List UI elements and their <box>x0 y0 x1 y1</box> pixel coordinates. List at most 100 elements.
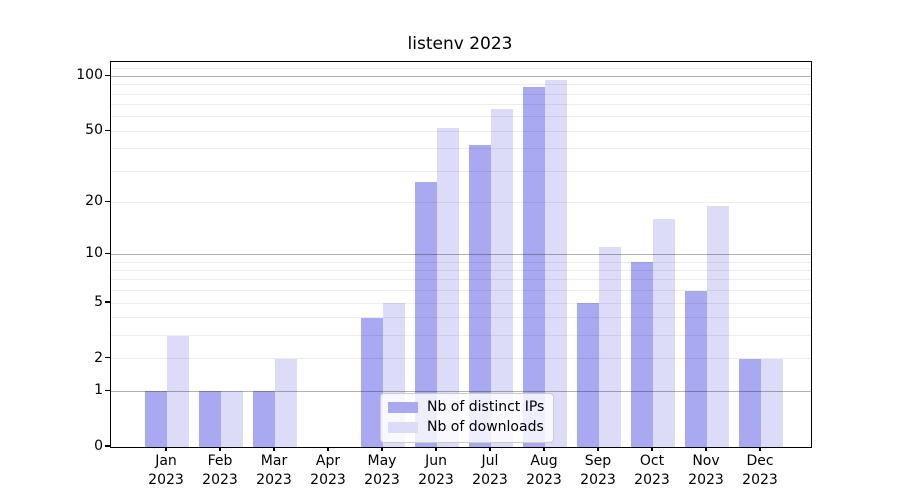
x-tick-mark-sep <box>597 447 599 451</box>
x-label-month: Feb <box>207 453 233 469</box>
x-label-month: May <box>367 453 397 469</box>
x-tick-mark-jun <box>435 447 437 451</box>
x-label-oct: Oct 2023 <box>617 452 687 490</box>
x-label-month: Apr <box>315 453 341 469</box>
gridline-minor-30 <box>111 170 811 172</box>
gridline-major-10 <box>111 253 811 255</box>
x-label-month: Dec <box>746 453 774 469</box>
bar-downloads-jun <box>437 128 459 447</box>
y-tick-mark-2 <box>105 357 110 359</box>
bar-downloads-sep <box>599 247 621 447</box>
bar-downloads-jan <box>167 335 189 447</box>
x-label-month: Jun <box>425 453 447 469</box>
bar-distinct-ips-aug <box>523 87 545 447</box>
x-label-apr: Apr 2023 <box>293 452 363 490</box>
y-tick-label-5: 5 <box>94 294 103 311</box>
chart-title: listenv 2023 <box>407 34 513 54</box>
y-tick-mark-0 <box>105 445 110 447</box>
x-label-year: 2023 <box>310 472 346 488</box>
x-label-jun: Jun 2023 <box>401 452 471 490</box>
gridline-minor-8 <box>111 270 811 272</box>
gridline-minor-3 <box>111 335 811 337</box>
x-label-sep: Sep 2023 <box>563 452 633 490</box>
y-tick-label-50: 50 <box>85 122 103 139</box>
x-label-month: Mar <box>260 453 288 469</box>
bar-distinct-ips-feb <box>199 391 221 447</box>
x-label-month: Jan <box>155 453 177 469</box>
bar-distinct-ips-mar <box>253 391 275 447</box>
x-label-year: 2023 <box>526 472 562 488</box>
y-tick-label-100: 100 <box>76 67 103 84</box>
gridline-minor-40 <box>111 148 811 150</box>
gridline-minor-90 <box>111 84 811 86</box>
x-label-year: 2023 <box>634 472 670 488</box>
legend-swatch-downloads <box>388 422 418 433</box>
bar-distinct-ips-nov <box>685 290 707 447</box>
bar-downloads-aug <box>545 79 567 447</box>
gridline-minor-60 <box>111 116 811 118</box>
bar-distinct-ips-jul <box>469 144 491 447</box>
y-tick-label-20: 20 <box>85 193 103 210</box>
gridline-minor-80 <box>111 93 811 95</box>
y-tick-mark-20 <box>105 200 110 203</box>
bar-downloads-feb <box>221 391 243 447</box>
x-label-month: Nov <box>692 453 720 469</box>
x-label-nov: Nov 2023 <box>671 452 741 490</box>
bar-distinct-ips-may <box>361 317 383 447</box>
x-tick-mark-jul <box>489 447 491 451</box>
legend-label-distinct-ips: Nb of distinct IPs <box>427 399 545 415</box>
y-tick-label-1: 1 <box>94 382 103 399</box>
x-tick-mark-jan <box>165 447 167 451</box>
bar-distinct-ips-oct <box>631 262 653 447</box>
bar-downloads-oct <box>653 219 675 447</box>
x-label-year: 2023 <box>418 472 454 488</box>
bar-downloads-mar <box>275 358 297 447</box>
bar-distinct-ips-jan <box>145 391 167 447</box>
bar-distinct-ips-sep <box>577 303 599 447</box>
gridline-minor-110 <box>111 68 811 70</box>
x-label-year: 2023 <box>256 472 292 488</box>
x-label-year: 2023 <box>472 472 508 488</box>
y-tick-label-0: 0 <box>94 438 103 454</box>
x-tick-mark-aug <box>543 447 545 451</box>
gridline-major-1 <box>111 390 811 392</box>
x-label-jul: Jul 2023 <box>455 452 525 490</box>
x-label-year: 2023 <box>742 472 778 488</box>
gridline-major-100 <box>111 75 811 77</box>
bar-downloads-dec <box>761 358 783 447</box>
x-tick-mark-oct <box>651 447 653 451</box>
gridline-minor-4 <box>111 317 811 319</box>
gridline-minor-9 <box>111 261 811 263</box>
plot-area: Nb of distinct IPs Nb of downloads <box>110 61 812 448</box>
y-tick-label-10: 10 <box>85 245 103 262</box>
x-label-dec: Dec 2023 <box>725 452 795 490</box>
x-tick-mark-apr <box>327 447 329 451</box>
gridline-minor-50 <box>111 130 811 132</box>
x-label-feb: Feb 2023 <box>185 452 255 490</box>
bar-downloads-nov <box>707 206 729 447</box>
x-label-aug: Aug 2023 <box>509 452 579 490</box>
x-label-year: 2023 <box>364 472 400 488</box>
legend: Nb of distinct IPs Nb of downloads <box>380 393 555 443</box>
x-label-may: May 2023 <box>347 452 417 490</box>
gridline-minor-2 <box>111 358 811 360</box>
gridline-minor-70 <box>111 104 811 106</box>
legend-swatch-distinct-ips <box>388 402 418 413</box>
x-label-month: Oct <box>639 453 665 469</box>
x-label-year: 2023 <box>148 472 184 488</box>
x-tick-mark-nov <box>705 447 707 451</box>
y-tick-mark-50 <box>105 129 110 131</box>
bar-distinct-ips-jun <box>415 182 437 447</box>
legend-item-downloads: Nb of downloads <box>388 420 544 435</box>
x-label-jan: Jan 2023 <box>131 452 201 490</box>
gridline-minor-6 <box>111 290 811 292</box>
y-tick-label-2: 2 <box>94 349 103 366</box>
legend-label-downloads: Nb of downloads <box>427 419 544 435</box>
x-label-month: Aug <box>530 453 558 469</box>
x-tick-mark-dec <box>759 447 761 451</box>
gridline-minor-20 <box>111 201 811 203</box>
x-label-mar: Mar 2023 <box>239 452 309 490</box>
x-label-year: 2023 <box>202 472 238 488</box>
y-tick-mark-5 <box>105 301 110 303</box>
